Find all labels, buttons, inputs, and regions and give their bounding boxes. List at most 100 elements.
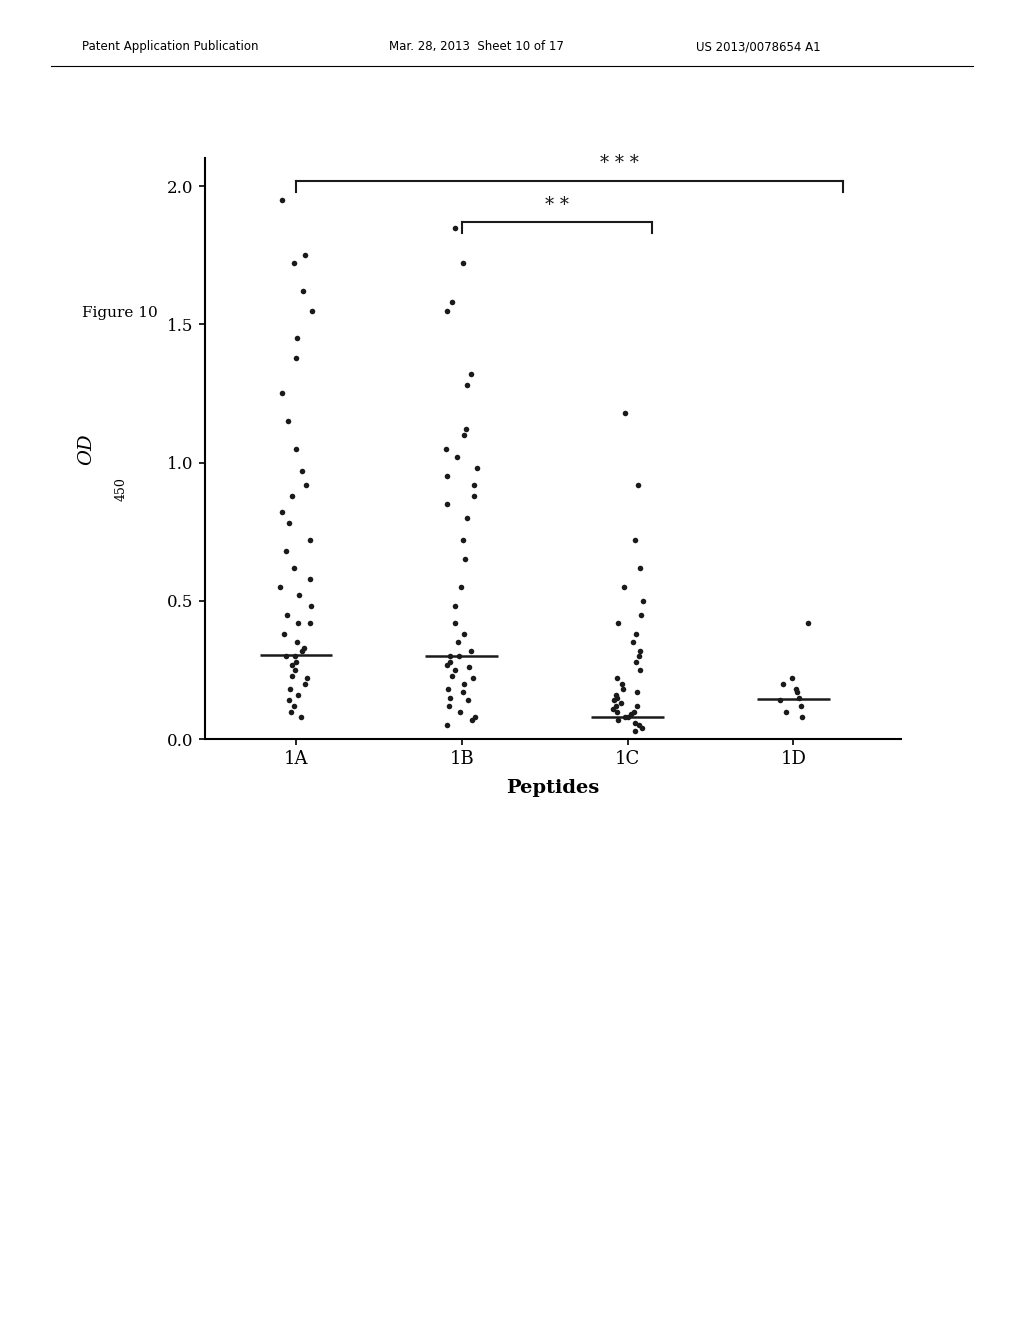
Point bbox=[792, 688, 808, 709]
Point bbox=[468, 458, 484, 479]
Point bbox=[446, 216, 463, 238]
Point bbox=[293, 706, 309, 727]
Point bbox=[273, 383, 290, 404]
Point bbox=[778, 701, 795, 722]
Point bbox=[626, 701, 642, 722]
Point bbox=[628, 651, 644, 672]
Point bbox=[467, 706, 483, 727]
Point bbox=[283, 701, 299, 722]
Point bbox=[455, 253, 471, 275]
Point bbox=[632, 557, 648, 578]
Point bbox=[281, 411, 297, 432]
Point bbox=[439, 678, 456, 700]
Text: Patent Application Publication: Patent Application Publication bbox=[82, 40, 258, 53]
Point bbox=[465, 668, 481, 689]
Point bbox=[466, 486, 482, 507]
Point bbox=[287, 645, 303, 667]
Point bbox=[633, 605, 649, 626]
Point bbox=[452, 701, 468, 722]
Point bbox=[451, 645, 467, 667]
Point bbox=[457, 549, 473, 570]
Point bbox=[299, 668, 315, 689]
Point bbox=[446, 595, 463, 616]
Point bbox=[787, 678, 804, 700]
Point bbox=[289, 327, 305, 348]
Point bbox=[800, 612, 816, 634]
Point bbox=[291, 585, 307, 606]
Point bbox=[635, 590, 651, 611]
Point bbox=[466, 474, 482, 495]
Point bbox=[278, 645, 294, 667]
Point bbox=[794, 706, 810, 727]
Point bbox=[456, 425, 472, 446]
Point bbox=[297, 673, 313, 694]
Point bbox=[297, 244, 313, 265]
Point bbox=[286, 253, 302, 275]
Point bbox=[441, 645, 458, 667]
Point bbox=[620, 706, 636, 727]
Point bbox=[455, 681, 471, 702]
Point bbox=[286, 557, 302, 578]
Point bbox=[301, 612, 317, 634]
Text: US 2013/0078654 A1: US 2013/0078654 A1 bbox=[696, 40, 821, 53]
Point bbox=[613, 673, 630, 694]
Point bbox=[623, 704, 639, 725]
Point bbox=[616, 403, 633, 424]
Point bbox=[439, 715, 456, 737]
Point bbox=[608, 688, 625, 709]
Text: 450: 450 bbox=[115, 478, 128, 502]
Point bbox=[790, 681, 806, 702]
Point bbox=[295, 281, 311, 302]
Point bbox=[275, 623, 292, 644]
Point bbox=[464, 709, 480, 730]
Point bbox=[279, 605, 295, 626]
Point bbox=[443, 292, 460, 313]
Point bbox=[442, 688, 459, 709]
Point bbox=[284, 486, 300, 507]
Point bbox=[304, 300, 321, 321]
Point bbox=[608, 696, 625, 717]
Point bbox=[456, 673, 472, 694]
Point bbox=[273, 189, 290, 210]
Text: * *: * * bbox=[545, 195, 569, 214]
Point bbox=[616, 706, 633, 727]
Point bbox=[609, 668, 626, 689]
Point bbox=[287, 660, 303, 681]
Point bbox=[451, 632, 467, 653]
Point bbox=[628, 623, 644, 644]
Point bbox=[625, 632, 641, 653]
Point bbox=[279, 541, 295, 562]
Point bbox=[446, 660, 463, 681]
Point bbox=[772, 690, 788, 711]
Point bbox=[294, 461, 310, 482]
Point bbox=[284, 653, 300, 675]
Point bbox=[288, 651, 304, 672]
Point bbox=[459, 375, 475, 396]
Point bbox=[284, 665, 300, 686]
Point bbox=[296, 638, 312, 659]
Point bbox=[605, 698, 622, 719]
Point bbox=[456, 529, 472, 550]
Point bbox=[290, 684, 306, 705]
Point bbox=[272, 577, 289, 598]
Point bbox=[460, 690, 476, 711]
Point bbox=[629, 696, 645, 717]
Point bbox=[613, 693, 630, 714]
Point bbox=[634, 718, 650, 739]
Point bbox=[453, 577, 469, 598]
Text: OD: OD bbox=[78, 433, 95, 465]
Point bbox=[627, 529, 643, 550]
Point bbox=[615, 577, 632, 598]
Point bbox=[458, 418, 474, 440]
Point bbox=[281, 513, 297, 535]
Point bbox=[298, 474, 314, 495]
Point bbox=[281, 690, 297, 711]
Point bbox=[775, 673, 792, 694]
Text: Mar. 28, 2013  Sheet 10 of 17: Mar. 28, 2013 Sheet 10 of 17 bbox=[389, 40, 564, 53]
Point bbox=[438, 494, 455, 515]
Point bbox=[438, 438, 455, 459]
Point bbox=[463, 363, 479, 384]
Point bbox=[443, 665, 460, 686]
Text: Figure 10: Figure 10 bbox=[82, 306, 158, 319]
Point bbox=[463, 640, 479, 661]
